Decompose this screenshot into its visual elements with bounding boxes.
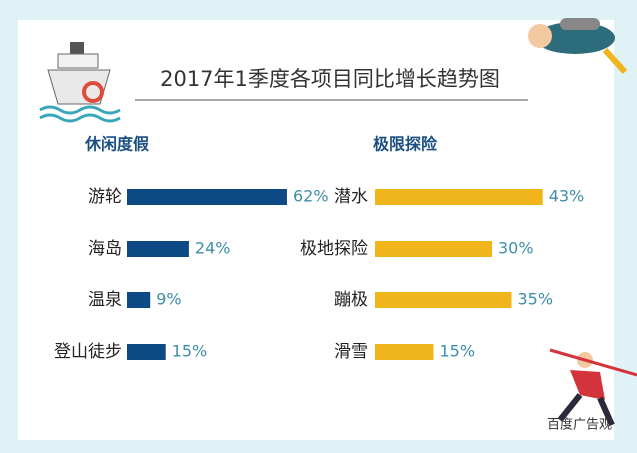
value-label: 43% (549, 187, 585, 206)
bar (127, 189, 287, 205)
bar (127, 344, 166, 360)
category-label: 游轮 (88, 187, 122, 207)
section-title: 极限探险 (373, 135, 438, 154)
category-label: 海岛 (88, 239, 122, 259)
skier-icon (549, 348, 637, 427)
chart-title: 2017年1季度各项目同比增长趋势图 (160, 67, 500, 91)
category-label: 极地探险 (300, 239, 368, 259)
category-label: 登山徒步 (54, 342, 122, 362)
value-label: 35% (518, 290, 554, 309)
card (18, 20, 614, 440)
ship-icon (39, 42, 121, 123)
value-label: 15% (172, 342, 208, 361)
bar (375, 189, 543, 205)
bar (375, 292, 512, 308)
bar (375, 241, 492, 257)
category-label: 潜水 (334, 187, 368, 207)
value-label: 24% (195, 239, 231, 258)
value-label: 62% (293, 187, 329, 206)
watermark: 百度广告观 (547, 417, 612, 433)
category-label: 温泉 (88, 290, 122, 310)
diver-icon (528, 18, 628, 75)
bar (127, 292, 151, 308)
value-label: 15% (440, 342, 476, 361)
section-title: 休闲度假 (84, 135, 150, 154)
value-label: 9% (156, 290, 181, 309)
value-label: 30% (498, 239, 534, 258)
category-label: 蹦极 (334, 290, 368, 310)
bar (375, 344, 434, 360)
category-label: 滑雪 (334, 342, 368, 362)
bar (127, 241, 189, 257)
